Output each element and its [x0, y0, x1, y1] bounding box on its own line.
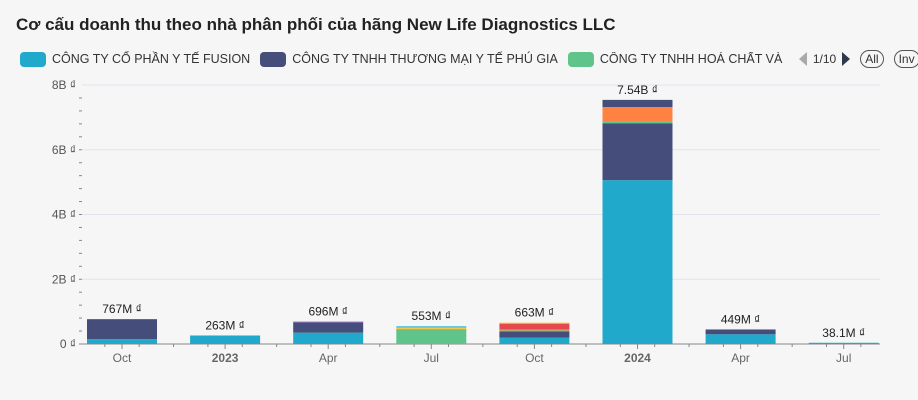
- y-tick-label: 2B ₫: [52, 272, 76, 286]
- chart-title: Cơ cấu doanh thu theo nhà phân phối của …: [16, 15, 616, 34]
- bar-segment: [499, 330, 570, 332]
- bar-segment: [808, 342, 879, 344]
- legend-pager: 1/10: [798, 52, 851, 66]
- legend-item-phu-gia[interactable]: CÔNG TY TNHH THƯƠNG MẠI Y TẾ PHÚ GIA: [260, 51, 558, 67]
- legend-swatch: [20, 51, 46, 67]
- bar-total-label: 7.54B ₫: [617, 83, 658, 97]
- x-tick-label: 2024: [624, 351, 651, 365]
- bar-segment: [87, 319, 157, 340]
- bar-total-label: 38.1M ₫: [822, 326, 865, 340]
- bar-segment: [602, 123, 673, 181]
- bar-segment: [499, 322, 570, 324]
- bar-total-label: 263M ₫: [205, 318, 245, 332]
- y-tick-label: 8B ₫: [52, 78, 76, 92]
- y-tick-label: 6B ₫: [52, 143, 76, 157]
- bar-total-label: 767M ₫: [102, 302, 142, 316]
- x-tick-label: 2023: [212, 351, 239, 365]
- legend-swatch: [567, 51, 594, 67]
- legend-label: CÔNG TY TNHH THƯƠNG MẠI Y TẾ PHÚ GIA: [292, 52, 558, 66]
- legend-page: 1/10: [812, 52, 837, 66]
- x-tick-label: Oct: [113, 351, 132, 365]
- bar-segment: [396, 326, 467, 328]
- x-tick-label: Jul: [836, 351, 851, 365]
- legend-swatch: [260, 51, 287, 67]
- bar-segment: [190, 335, 261, 344]
- bar-segment: [87, 339, 157, 344]
- y-tick-label: 0 ₫: [60, 337, 76, 351]
- y-tick-label: 4B ₫: [52, 208, 76, 222]
- bar-segment: [705, 329, 776, 335]
- x-tick-label: Apr: [319, 351, 338, 365]
- bar-total-label: 553M ₫: [412, 309, 452, 323]
- x-tick-label: Oct: [525, 351, 544, 365]
- bar-segment: [396, 327, 467, 330]
- bar-segment: [602, 99, 673, 108]
- bar-segment: [293, 332, 364, 344]
- bar-segment: [602, 107, 673, 122]
- bar-total-label: 449M ₫: [721, 312, 761, 326]
- bar-total-label: 696M ₫: [308, 304, 348, 318]
- bar-segment: [602, 180, 673, 344]
- bar-segment: [293, 321, 364, 333]
- prev-page-icon[interactable]: [798, 52, 807, 66]
- x-tick-label: Apr: [731, 351, 750, 365]
- legend-item-hoa-chat[interactable]: CÔNG TY TNHH HOÁ CHẤT VÀ THIẾT BỊ: [567, 51, 785, 67]
- x-tick-label: Jul: [424, 351, 439, 365]
- bar-segment: [705, 334, 776, 344]
- legend-item-fusion[interactable]: CÔNG TY CỔ PHẦN Y TẾ FUSION: [20, 51, 251, 67]
- bar-segment: [499, 331, 570, 338]
- select-all-button[interactable]: All: [860, 50, 884, 68]
- bar-segment: [396, 329, 467, 331]
- legend-label: CÔNG TY TNHH HOÁ CHẤT VÀ THIẾT BỊ: [599, 52, 785, 66]
- invert-selection-button[interactable]: Inv: [893, 50, 918, 68]
- bar-segment: [396, 329, 467, 344]
- legend-label: CÔNG TY CỔ PHẦN Y TẾ FUSION: [52, 52, 251, 66]
- bar-segment: [602, 121, 673, 124]
- next-page-icon[interactable]: [842, 52, 851, 66]
- bar-segment: [499, 337, 570, 344]
- bar-segment: [499, 329, 570, 331]
- legend: CÔNG TY CỔ PHẦN Y TẾ FUSION CÔNG TY TNHH…: [20, 50, 918, 68]
- bar-segment: [293, 321, 364, 323]
- bar-total-label: 663M ₫: [515, 306, 555, 320]
- bar-segment: [499, 323, 570, 330]
